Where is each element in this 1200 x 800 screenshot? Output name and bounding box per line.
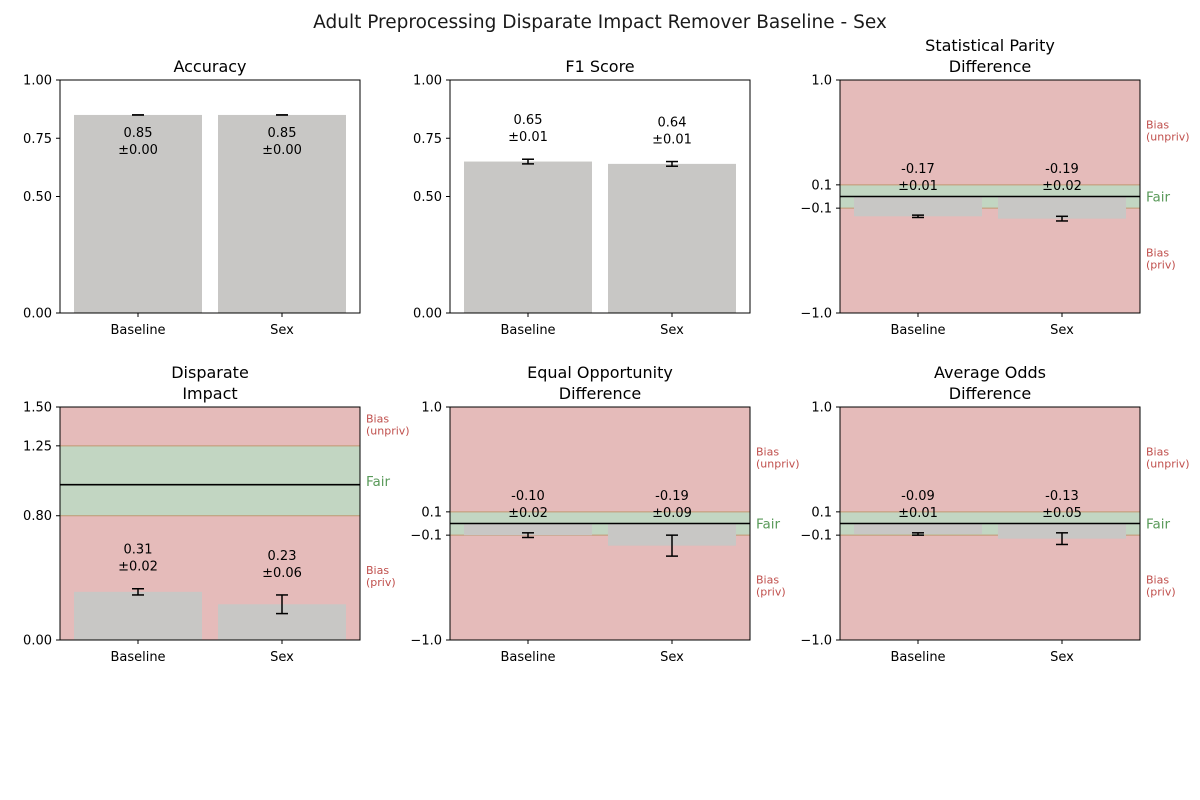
y-tick-label: 1.0	[421, 401, 442, 416]
bar	[854, 196, 982, 217]
value-label: -0.09 ±0.01	[898, 489, 938, 521]
y-tick-label: 1.00	[23, 74, 52, 89]
y-tick-label: 1.0	[811, 401, 832, 416]
x-tick-label: Baseline	[890, 650, 945, 665]
chart-panel-3: 0.31 ±0.02 0.23 ±0.06 0.00 0.80 1.25 1.50 Baseli…	[23, 363, 410, 665]
bias-unpriv-label: Bias (unpriv)	[1146, 118, 1190, 143]
bar	[74, 114, 202, 313]
value-label: 0.23 ±0.06	[262, 549, 302, 581]
value-label: -0.17 ±0.01	[898, 162, 938, 194]
y-tick-label: −0.1	[800, 202, 832, 217]
bias-unpriv-label: Bias (unpriv)	[366, 412, 410, 437]
y-tick-label: 0.00	[23, 634, 52, 649]
y-tick-label: 0.80	[23, 509, 52, 524]
bias-priv-label: Bias (priv)	[366, 564, 396, 589]
x-tick-label: Sex	[270, 323, 294, 338]
bar	[608, 163, 736, 313]
y-tick-label: 0.50	[413, 190, 442, 205]
panel-title: Accuracy	[173, 57, 246, 76]
bar	[74, 591, 202, 640]
fair-label: Fair	[756, 517, 781, 533]
bar	[218, 114, 346, 313]
bar	[998, 523, 1126, 539]
plot-frame	[59, 406, 361, 641]
panel-title: Average Odds Difference	[934, 363, 1046, 403]
panel-title: F1 Score	[565, 57, 634, 76]
y-tick-label: 0.75	[413, 132, 442, 147]
value-label: -0.19 ±0.02	[1042, 162, 1082, 194]
x-tick-label: Baseline	[110, 323, 165, 338]
x-tick-label: Sex	[1050, 323, 1074, 338]
y-tick-label: −1.0	[410, 634, 442, 649]
value-label: -0.10 ±0.02	[508, 489, 548, 521]
y-tick-label: 0.1	[811, 505, 832, 520]
y-tick-label: 1.50	[23, 401, 52, 416]
y-tick-label: 0.00	[23, 307, 52, 322]
y-tick-label: −0.1	[800, 529, 832, 544]
value-label: 0.64 ±0.01	[652, 116, 692, 148]
y-tick-label: 0.75	[23, 132, 52, 147]
bar	[854, 523, 982, 534]
plot-frame	[839, 406, 1141, 641]
y-tick-label: −1.0	[800, 307, 832, 322]
bar	[998, 196, 1126, 219]
y-tick-label: 0.1	[811, 178, 832, 193]
chart-panel-4: -0.10 ±0.02 -0.19 ±0.09 −1.0 −0.1 0.1 1.0 Baseli…	[410, 363, 799, 665]
y-tick-label: 1.0	[811, 74, 832, 89]
x-tick-label: Sex	[660, 650, 684, 665]
bar	[464, 161, 592, 313]
value-label: -0.19 ±0.09	[652, 489, 692, 521]
x-tick-label: Sex	[270, 650, 294, 665]
y-tick-label: 0.50	[23, 190, 52, 205]
chart-panel-1: 0.65 ±0.01 0.64 ±0.01 0.00 0.50 0.75 1.00 Baseli…	[413, 57, 751, 338]
bias-priv-label: Bias (priv)	[1146, 574, 1176, 599]
panel-title: Statistical Parity Difference	[925, 36, 1055, 76]
y-tick-label: 0.00	[413, 307, 442, 322]
value-label: 0.65 ±0.01	[508, 113, 548, 145]
value-label: 0.85 ±0.00	[118, 126, 158, 158]
value-label: 0.85 ±0.00	[262, 126, 302, 158]
bias-priv-label: Bias (priv)	[1146, 247, 1176, 272]
fair-label: Fair	[366, 474, 391, 490]
plot-frame	[839, 79, 1141, 314]
x-tick-label: Baseline	[110, 650, 165, 665]
y-tick-label: −1.0	[800, 634, 832, 649]
x-tick-label: Sex	[1050, 650, 1074, 665]
y-tick-label: −0.1	[410, 529, 442, 544]
panel-title: Disparate Impact	[171, 363, 249, 403]
plot-frame	[449, 406, 751, 641]
value-label: -0.13 ±0.05	[1042, 489, 1082, 521]
chart-panel-5: -0.09 ±0.01 -0.13 ±0.05 −1.0 −0.1 0.1 1.0 Baseli…	[800, 363, 1189, 665]
y-tick-label: 1.25	[23, 439, 52, 454]
fair-band	[60, 445, 360, 516]
figure-title: Adult Preprocessing Disparate Impact Rem…	[313, 12, 887, 33]
bias-unpriv-label: Bias (unpriv)	[1146, 445, 1190, 470]
x-tick-label: Baseline	[500, 650, 555, 665]
x-tick-label: Baseline	[890, 323, 945, 338]
chart-panel-2: -0.17 ±0.01 -0.19 ±0.02 −1.0 −0.1 0.1 1.0 Baseli…	[800, 36, 1189, 338]
fair-label: Fair	[1146, 517, 1171, 533]
bias-priv-label: Bias (priv)	[756, 574, 786, 599]
value-label: 0.31 ±0.02	[118, 543, 158, 575]
x-tick-label: Sex	[660, 323, 684, 338]
x-tick-label: Baseline	[500, 323, 555, 338]
chart-panel-0: 0.85 ±0.00 0.85 ±0.00 0.00 0.50 0.75 1.00 Baseli…	[23, 57, 361, 338]
y-tick-label: 0.1	[421, 505, 442, 520]
bias-unpriv-label: Bias (unpriv)	[756, 445, 800, 470]
panel-title: Equal Opportunity Difference	[527, 363, 673, 403]
bar	[464, 523, 592, 536]
y-tick-label: 1.00	[413, 74, 442, 89]
fair-label: Fair	[1146, 190, 1171, 206]
